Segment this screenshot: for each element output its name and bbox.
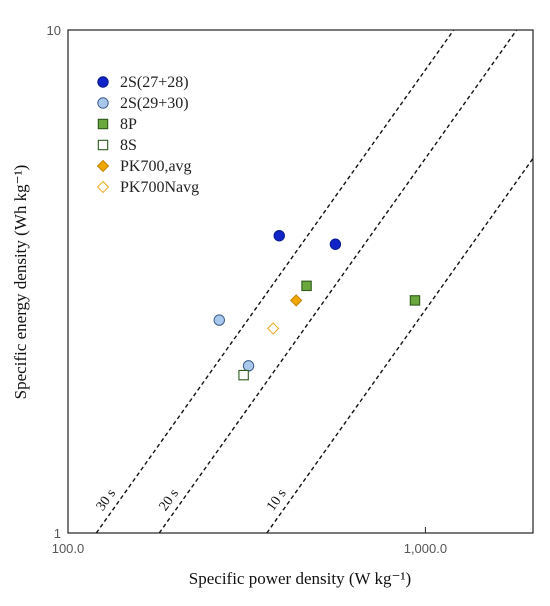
legend: 2S(27+28) 2S(29+30) 8P 8S PK700,avg PK700Navg [96,74,199,196]
x-tick-label: 1,000.0 [404,541,447,556]
reference-line-label: 20 s [157,487,183,514]
legend-marker [96,159,110,173]
legend-marker [96,180,110,194]
reference-lines [95,30,533,533]
data-point [329,238,342,250]
y-tick-label: 1 [54,526,61,541]
data-point [273,229,285,242]
data-point [266,322,280,335]
legend-marker [97,97,109,109]
y-axis-title: Specific energy density (Wh kg⁻¹) [11,165,30,400]
plot-frame [67,29,534,534]
data-point [242,360,255,372]
legend-marker [97,118,109,130]
data-point [290,294,303,307]
reference-line-labels: 30 s 20 s 10 s [94,487,290,514]
legend-label: 8P [120,116,137,133]
legend-label: PK700Navg [120,179,199,196]
legend-marker [97,139,109,151]
legend-label: 2S(29+30) [120,95,189,112]
legend-label: PK700,avg [120,158,192,175]
y-tick-label: 10 [47,23,61,38]
reference-line-label: 30 s [94,487,120,514]
data-markers [213,229,421,381]
x-tick-label: 100.0 [52,541,85,556]
legend-marker [97,76,109,88]
reference-line [95,30,455,533]
data-point [213,314,225,326]
legend-label: 2S(27+28) [120,74,189,91]
reference-line-label: 10 s [264,487,290,514]
data-point [238,369,249,381]
axis-ticks: 100.0 1,000.0 1 10 [47,23,448,556]
reference-line [266,157,533,533]
data-point [301,280,312,292]
data-point [409,295,421,306]
reference-line [158,30,518,533]
x-axis-title: Specific power density (W kg⁻¹) [189,569,411,588]
legend-label: 8S [120,137,137,154]
